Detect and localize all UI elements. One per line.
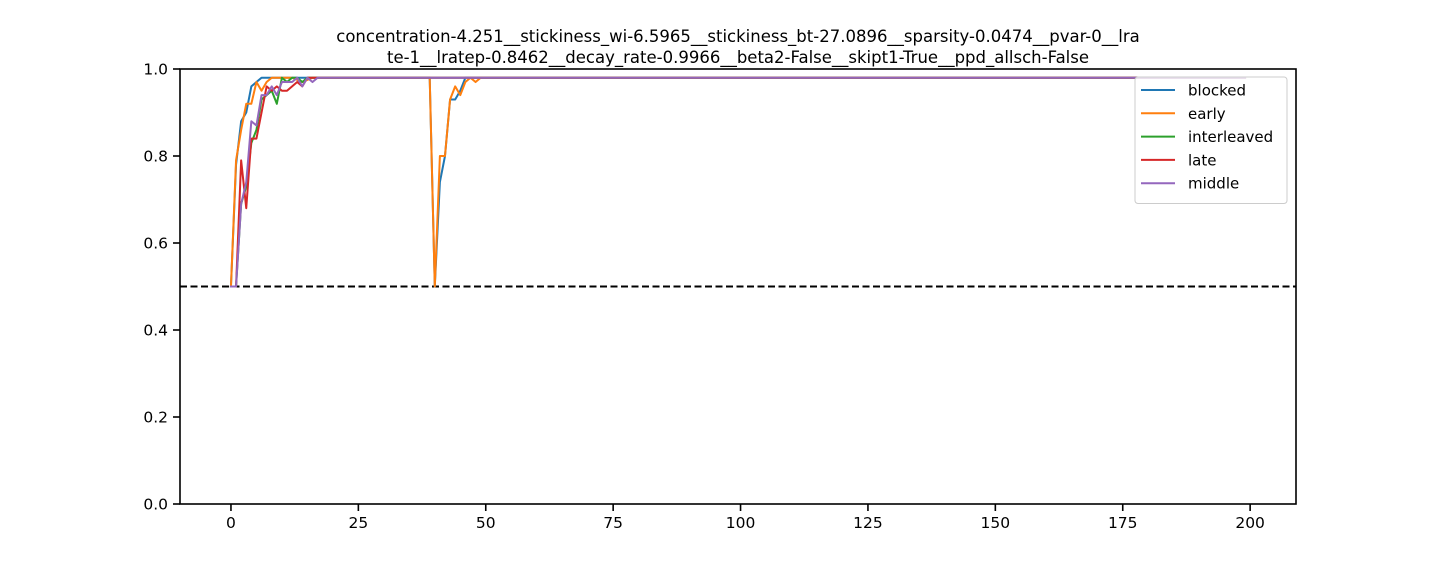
y-tick-label: 0.8 [143, 148, 168, 166]
plot-area [180, 76, 1296, 288]
x-tick-label: 125 [853, 514, 883, 532]
x-tick-label: 150 [981, 514, 1011, 532]
y-tick-label: 0.2 [143, 409, 168, 427]
x-tick-label: 25 [348, 514, 368, 532]
legend: blocked early interleaved late middle [1134, 76, 1288, 204]
legend-label-interleaved: interleaved [1188, 128, 1273, 146]
axes-frame [179, 68, 1297, 505]
chart-title-line-1: concentration-4.251__stickiness_wi-6.596… [336, 27, 1139, 47]
y-tick-label: 0.4 [143, 322, 168, 340]
x-tick-label: 200 [1235, 514, 1265, 532]
series-line-middle [229, 76, 1247, 288]
y-tick-label: 0.6 [143, 235, 168, 253]
x-tick-label: 0 [226, 514, 236, 532]
series-lines [229, 76, 1247, 288]
legend-label-blocked: blocked [1188, 82, 1246, 100]
x-tick-label: 100 [726, 514, 756, 532]
y-tick-label: 1.0 [143, 61, 168, 79]
legend-label-middle: middle [1188, 175, 1239, 193]
x-tick-label: 50 [476, 514, 496, 532]
legend-box [1134, 76, 1288, 204]
axes: 0 25 50 75 100 125 150 175 200 0.0 0.2 0.4 0.6 0.8 1.0 [143, 61, 1297, 532]
legend-label-early: early [1188, 105, 1226, 123]
y-tick-label: 0.0 [143, 496, 168, 514]
chart-title-line-2: te-1__lratep-0.8462__decay_rate-0.9966__… [387, 48, 1089, 68]
x-tick-label: 75 [603, 514, 623, 532]
legend-label-late: late [1188, 151, 1216, 169]
x-tick-label: 175 [1108, 514, 1138, 532]
